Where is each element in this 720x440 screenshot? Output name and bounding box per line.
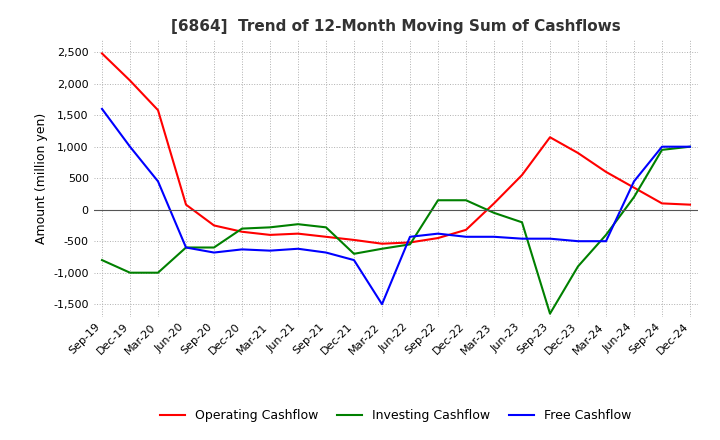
Investing Cashflow bbox=[181, 245, 190, 250]
Investing Cashflow bbox=[433, 198, 442, 203]
Investing Cashflow bbox=[238, 226, 246, 231]
Y-axis label: Amount (million yen): Amount (million yen) bbox=[35, 113, 48, 244]
Legend: Operating Cashflow, Investing Cashflow, Free Cashflow: Operating Cashflow, Investing Cashflow, … bbox=[156, 404, 636, 427]
Investing Cashflow bbox=[210, 245, 218, 250]
Operating Cashflow bbox=[518, 172, 526, 178]
Free Cashflow bbox=[210, 250, 218, 255]
Free Cashflow bbox=[350, 257, 359, 263]
Operating Cashflow bbox=[574, 150, 582, 156]
Investing Cashflow bbox=[574, 264, 582, 269]
Operating Cashflow bbox=[685, 202, 694, 207]
Title: [6864]  Trend of 12-Month Moving Sum of Cashflows: [6864] Trend of 12-Month Moving Sum of C… bbox=[171, 19, 621, 34]
Operating Cashflow bbox=[153, 107, 162, 113]
Investing Cashflow bbox=[126, 270, 135, 275]
Free Cashflow bbox=[322, 250, 330, 255]
Operating Cashflow bbox=[210, 223, 218, 228]
Investing Cashflow bbox=[350, 251, 359, 257]
Operating Cashflow bbox=[350, 237, 359, 242]
Operating Cashflow bbox=[322, 234, 330, 239]
Operating Cashflow bbox=[546, 135, 554, 140]
Operating Cashflow bbox=[630, 185, 639, 190]
Investing Cashflow bbox=[98, 257, 107, 263]
Operating Cashflow bbox=[405, 240, 414, 245]
Operating Cashflow bbox=[462, 227, 470, 232]
Operating Cashflow bbox=[294, 231, 302, 236]
Investing Cashflow bbox=[294, 222, 302, 227]
Investing Cashflow bbox=[405, 242, 414, 247]
Free Cashflow bbox=[378, 301, 387, 307]
Operating Cashflow bbox=[490, 201, 498, 206]
Free Cashflow bbox=[294, 246, 302, 251]
Operating Cashflow bbox=[657, 201, 666, 206]
Free Cashflow bbox=[181, 245, 190, 250]
Investing Cashflow bbox=[630, 194, 639, 200]
Operating Cashflow bbox=[238, 229, 246, 235]
Operating Cashflow bbox=[378, 241, 387, 246]
Free Cashflow bbox=[546, 236, 554, 241]
Investing Cashflow bbox=[602, 232, 611, 238]
Free Cashflow bbox=[630, 179, 639, 184]
Operating Cashflow bbox=[126, 78, 135, 83]
Free Cashflow bbox=[98, 106, 107, 111]
Investing Cashflow bbox=[546, 311, 554, 316]
Free Cashflow bbox=[490, 234, 498, 239]
Line: Investing Cashflow: Investing Cashflow bbox=[102, 147, 690, 314]
Operating Cashflow bbox=[433, 235, 442, 241]
Operating Cashflow bbox=[266, 232, 274, 238]
Line: Free Cashflow: Free Cashflow bbox=[102, 109, 690, 304]
Investing Cashflow bbox=[490, 210, 498, 216]
Free Cashflow bbox=[433, 231, 442, 236]
Investing Cashflow bbox=[462, 198, 470, 203]
Free Cashflow bbox=[657, 144, 666, 149]
Line: Operating Cashflow: Operating Cashflow bbox=[102, 53, 690, 244]
Operating Cashflow bbox=[602, 169, 611, 175]
Free Cashflow bbox=[462, 234, 470, 239]
Investing Cashflow bbox=[378, 246, 387, 251]
Investing Cashflow bbox=[322, 225, 330, 230]
Investing Cashflow bbox=[657, 147, 666, 153]
Investing Cashflow bbox=[685, 144, 694, 149]
Free Cashflow bbox=[153, 179, 162, 184]
Operating Cashflow bbox=[181, 202, 190, 207]
Free Cashflow bbox=[126, 144, 135, 149]
Investing Cashflow bbox=[518, 220, 526, 225]
Free Cashflow bbox=[266, 248, 274, 253]
Free Cashflow bbox=[574, 238, 582, 244]
Free Cashflow bbox=[685, 144, 694, 149]
Investing Cashflow bbox=[266, 225, 274, 230]
Free Cashflow bbox=[518, 236, 526, 241]
Free Cashflow bbox=[602, 238, 611, 244]
Operating Cashflow bbox=[98, 51, 107, 56]
Free Cashflow bbox=[238, 247, 246, 252]
Investing Cashflow bbox=[153, 270, 162, 275]
Free Cashflow bbox=[405, 234, 414, 239]
